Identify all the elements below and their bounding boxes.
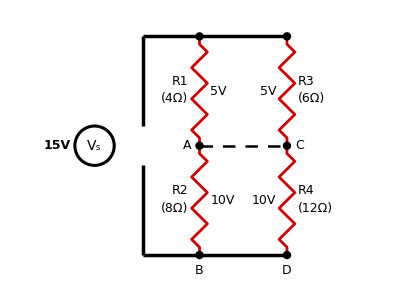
Circle shape <box>283 33 290 40</box>
Text: C: C <box>295 139 304 152</box>
Text: (4Ω): (4Ω) <box>161 92 189 105</box>
Circle shape <box>196 142 203 149</box>
Text: (8Ω): (8Ω) <box>161 202 189 215</box>
Text: 5V: 5V <box>259 85 276 98</box>
Text: (6Ω): (6Ω) <box>298 92 325 105</box>
Text: (12Ω): (12Ω) <box>298 202 333 215</box>
Text: R3: R3 <box>298 75 314 88</box>
Text: R1: R1 <box>172 75 189 88</box>
Circle shape <box>283 251 290 259</box>
Text: 10V: 10V <box>252 194 276 207</box>
Text: Vₛ: Vₛ <box>87 139 102 153</box>
Circle shape <box>196 251 203 259</box>
Text: B: B <box>195 264 204 277</box>
Text: 10V: 10V <box>210 194 235 207</box>
Text: 15V: 15V <box>43 139 71 152</box>
Circle shape <box>283 142 290 149</box>
Text: R4: R4 <box>298 184 314 197</box>
Circle shape <box>196 33 203 40</box>
Text: 5V: 5V <box>210 85 227 98</box>
Text: A: A <box>183 139 192 152</box>
Text: D: D <box>282 264 292 277</box>
Text: R2: R2 <box>172 184 189 197</box>
